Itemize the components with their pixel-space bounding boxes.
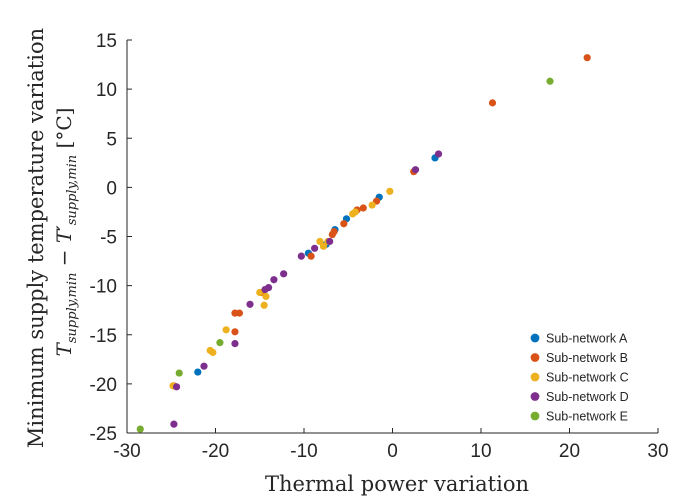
x-tick-label: -30 xyxy=(113,441,140,462)
data-point-sub-network-d xyxy=(280,270,288,278)
data-point-sub-network-d xyxy=(326,237,334,246)
data-point-sub-network-e xyxy=(216,339,224,347)
data-point-sub-network-d xyxy=(311,244,319,252)
y-tick-label: -25 xyxy=(90,424,117,445)
y-tick-label: -15 xyxy=(90,326,117,347)
data-point-sub-network-d xyxy=(170,420,178,428)
data-point-sub-network-b xyxy=(488,99,497,107)
data-point-sub-network-c xyxy=(222,326,230,334)
data-point-sub-network-e xyxy=(175,369,183,377)
x-tick-label: -10 xyxy=(290,441,317,462)
legend-label: Sub-network D xyxy=(546,390,629,404)
x-tick-label: 30 xyxy=(647,441,668,462)
data-point-sub-network-d xyxy=(411,166,420,174)
legend: Sub-network A Sub-network B Sub-network C S… xyxy=(530,332,629,424)
data-point-sub-network-d xyxy=(297,252,305,260)
data-point-sub-network-e xyxy=(546,77,554,85)
data-point-sub-network-c xyxy=(262,292,270,301)
x-axis-label: Thermal power variation xyxy=(265,472,529,496)
data-point-sub-network-c xyxy=(256,288,264,297)
legend-label: Sub-network B xyxy=(546,351,628,365)
legend-label: Sub-network C xyxy=(546,371,629,385)
data-point-sub-network-c xyxy=(349,210,357,218)
legend-marker xyxy=(530,372,540,382)
data-point-sub-network-c xyxy=(206,346,214,355)
data-point-sub-network-d xyxy=(246,300,254,308)
y-tick-label: -10 xyxy=(90,277,117,298)
y-tick-label: -20 xyxy=(90,375,117,396)
legend-label: Sub-network E xyxy=(546,410,628,424)
legend-marker xyxy=(530,353,540,362)
y-axis-label-line1: Minimum supply temperature variation xyxy=(24,28,48,448)
data-point-sub-network-d xyxy=(172,383,181,391)
data-point-sub-network-b xyxy=(583,54,591,62)
data-point-sub-network-c xyxy=(368,201,376,209)
x-tick-label: 20 xyxy=(559,441,580,462)
axes xyxy=(126,39,659,434)
data-point-sub-network-b xyxy=(330,227,338,236)
x-tick-labels: -30 -20 -10 0 10 20 30 xyxy=(113,441,668,462)
y-tick-label: 0 xyxy=(106,178,117,199)
data-point-sub-network-d xyxy=(270,276,278,284)
y-tick-label: 15 xyxy=(96,31,117,52)
y-tick-label: 5 xyxy=(106,129,117,150)
data-point-sub-network-b xyxy=(307,252,315,260)
data-point-sub-network-b xyxy=(340,220,348,228)
y-tick-label: 10 xyxy=(96,80,117,101)
x-tick-label: 10 xyxy=(470,441,491,462)
data-point-sub-network-c xyxy=(386,187,394,195)
data-point-sub-network-c xyxy=(319,242,328,250)
legend-marker xyxy=(530,392,540,401)
legend-marker xyxy=(530,333,540,343)
data-point-sub-network-b xyxy=(231,328,239,336)
legend-label: Sub-network A xyxy=(546,332,628,346)
data-point-sub-network-e xyxy=(136,425,144,433)
data-point-sub-network-b xyxy=(231,309,239,317)
y-axis-label-formula: Tsupply,min − T′supply,min [°C] xyxy=(52,108,80,357)
legend-marker xyxy=(530,411,540,421)
data-point-sub-network-d xyxy=(261,285,269,294)
data-points xyxy=(136,54,591,433)
data-point-sub-network-d xyxy=(434,150,443,158)
data-point-sub-network-d xyxy=(231,339,239,348)
y-tick-labels: -25 -20 -15 -10 -5 0 5 10 15 xyxy=(90,31,117,445)
data-point-sub-network-d xyxy=(200,362,208,370)
data-point-sub-network-a xyxy=(194,368,202,376)
x-tick-label: -20 xyxy=(202,441,229,462)
x-tick-label: 0 xyxy=(387,441,398,462)
y-tick-label: -5 xyxy=(100,228,117,249)
data-point-sub-network-c xyxy=(260,301,268,309)
data-point-sub-network-b xyxy=(359,204,367,212)
